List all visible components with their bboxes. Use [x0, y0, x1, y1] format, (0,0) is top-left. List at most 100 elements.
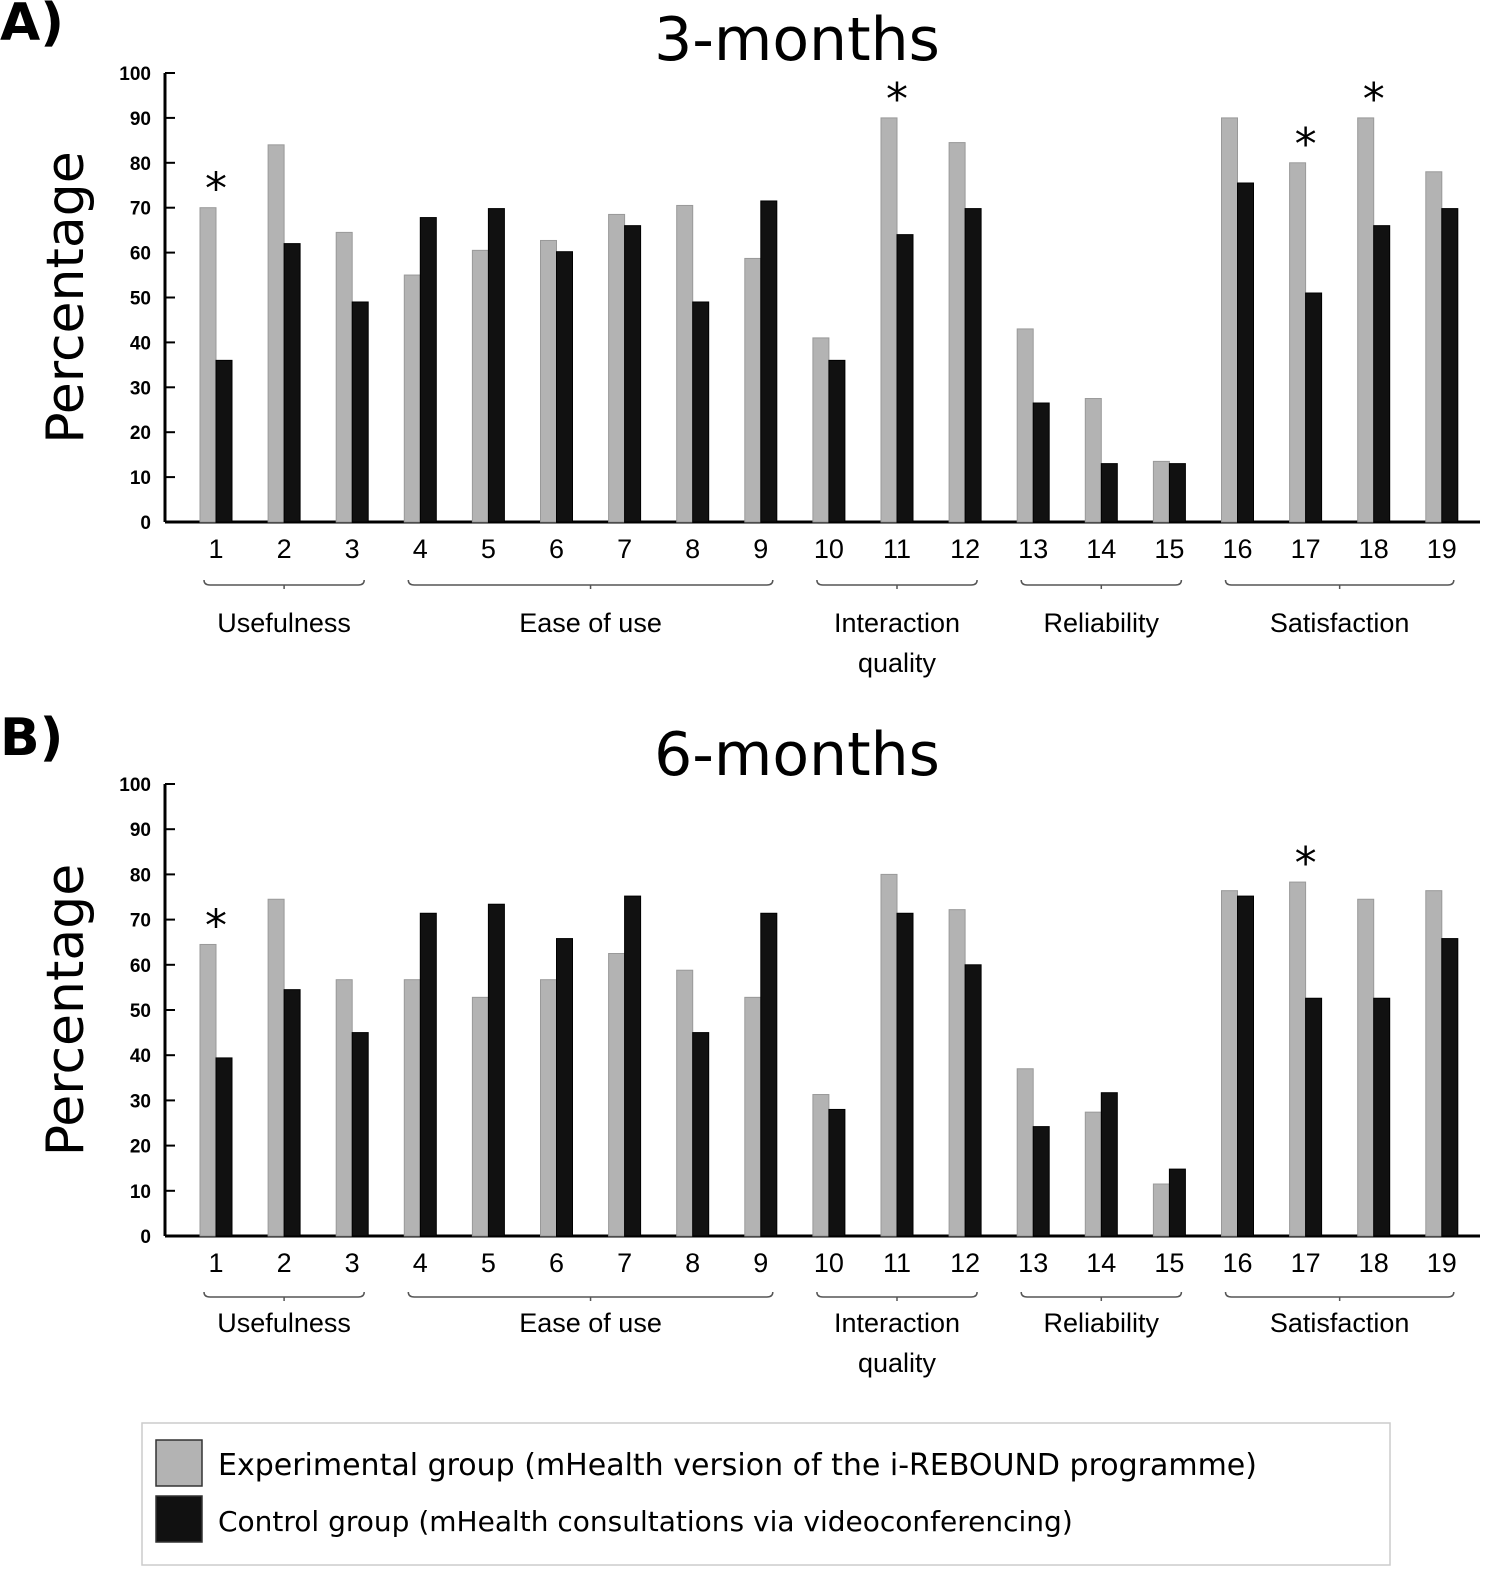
- bar-experimental: [403, 979, 421, 1237]
- bar-experimental: [948, 909, 966, 1237]
- x-tick-label: 1: [208, 1248, 223, 1278]
- bar-experimental: [1425, 890, 1443, 1237]
- bar-control: [760, 912, 778, 1237]
- bar-experimental: [1289, 881, 1307, 1237]
- x-tick-label: 4: [413, 534, 428, 564]
- y-tick-label: 70: [130, 199, 151, 220]
- x-tick-label: 17: [1291, 534, 1321, 564]
- x-tick-label: 13: [1018, 1248, 1048, 1278]
- significance-marker: *: [1363, 74, 1385, 125]
- bar-experimental: [540, 239, 557, 523]
- y-tick-label: 90: [130, 820, 151, 841]
- y-axis-label: Percentage: [36, 864, 96, 1157]
- x-tick-label: 5: [481, 1248, 496, 1278]
- x-tick-label: 15: [1154, 1248, 1184, 1278]
- bar-experimental: [403, 274, 421, 523]
- bar-experimental: [471, 996, 489, 1237]
- legend-box: [141, 1422, 1391, 1566]
- bar-control: [556, 938, 573, 1237]
- group-label: Ease of use: [519, 1308, 662, 1338]
- bar-control: [351, 1032, 369, 1237]
- x-tick-label: 6: [549, 1248, 564, 1278]
- y-axis-label: Percentage: [36, 151, 96, 444]
- y-tick-label: 20: [130, 1137, 151, 1158]
- x-tick-label: 10: [814, 1248, 844, 1278]
- bar-experimental: [1357, 898, 1375, 1237]
- bar-experimental: [1084, 398, 1102, 523]
- bar-control: [692, 301, 710, 523]
- bar-experimental: [880, 117, 898, 523]
- y-tick-label: 80: [130, 865, 151, 886]
- y-tick-label: 50: [130, 1001, 151, 1022]
- bar-control: [1032, 1126, 1050, 1237]
- x-tick-label: 10: [814, 534, 844, 564]
- group-brace: [203, 579, 365, 589]
- group-brace: [407, 579, 774, 589]
- bar-experimental: [880, 873, 898, 1237]
- chart-title: 3-months: [654, 5, 940, 75]
- x-tick-label: 11: [883, 1248, 911, 1278]
- group-brace: [203, 1291, 365, 1301]
- x-tick-label: 12: [950, 534, 980, 564]
- bar-experimental: [1152, 460, 1170, 523]
- bar-control: [828, 359, 846, 523]
- x-tick-label: 3: [345, 1248, 360, 1278]
- x-tick-label: 13: [1018, 534, 1048, 564]
- x-tick-label: 1: [208, 534, 223, 564]
- significance-marker: *: [886, 74, 908, 125]
- legend: Experimental group (mHealth version of t…: [141, 1422, 1391, 1566]
- y-tick-label: 10: [130, 468, 151, 489]
- group-label: Interaction quality: [834, 1308, 960, 1378]
- x-tick-label: 19: [1427, 1248, 1457, 1278]
- y-tick-label: 40: [130, 1046, 151, 1067]
- y-tick-label: 100: [119, 64, 151, 85]
- bar-experimental: [1357, 117, 1375, 523]
- group-brace: [816, 1291, 978, 1301]
- bar-experimental: [676, 969, 694, 1237]
- x-tick-label: 3: [345, 534, 360, 564]
- bar-experimental: [471, 249, 489, 523]
- x-tick-label: 8: [685, 534, 700, 564]
- x-tick-label: 6: [549, 534, 564, 564]
- bar-experimental: [1425, 171, 1443, 523]
- bar-control: [215, 359, 233, 523]
- group-label: Ease of use: [519, 608, 662, 638]
- y-tick-label: 30: [130, 1091, 151, 1112]
- group-label: Interaction quality: [834, 608, 960, 678]
- bar-experimental: [335, 231, 353, 523]
- legend-swatch-control: [155, 1495, 203, 1543]
- x-tick-label: 2: [277, 1248, 292, 1278]
- bar-control: [1032, 402, 1050, 523]
- bar-control: [1237, 182, 1254, 523]
- bar-experimental: [199, 207, 217, 523]
- bar-control: [487, 208, 505, 523]
- x-tick-label: 18: [1359, 534, 1389, 564]
- x-tick-label: 14: [1086, 1248, 1116, 1278]
- x-tick-label: 9: [753, 1248, 768, 1278]
- group-label: Satisfaction: [1270, 608, 1410, 638]
- legend-label: Experimental group (mHealth version of t…: [218, 1448, 1257, 1483]
- y-tick-label: 70: [130, 911, 151, 932]
- bar-experimental: [1016, 328, 1034, 523]
- bar-experimental: [1084, 1111, 1102, 1237]
- bar-control: [964, 964, 982, 1237]
- bar-control: [351, 301, 369, 523]
- x-tick-label: 17: [1291, 1248, 1321, 1278]
- x-tick-label: 12: [950, 1248, 980, 1278]
- bar-experimental: [1289, 162, 1307, 523]
- chart-title: 6-months: [654, 720, 940, 790]
- group-label: Usefulness: [217, 1308, 351, 1338]
- bar-experimental: [1016, 1068, 1034, 1237]
- bar-control: [624, 225, 642, 523]
- y-tick-label: 100: [119, 775, 151, 796]
- bar-control: [964, 208, 982, 523]
- bar-control: [419, 217, 437, 523]
- x-tick-label: 15: [1154, 534, 1184, 564]
- panel-a: A) 3-months Percentage 0 10 20 30 40 50 60 70 80 90 1…: [0, 0, 1480, 678]
- bar-control: [1100, 463, 1118, 523]
- bar-experimental: [199, 943, 217, 1237]
- panel-label: A): [0, 0, 64, 53]
- bar-control: [1441, 208, 1459, 523]
- y-tick-label: 50: [130, 289, 151, 310]
- bar-control: [1168, 463, 1186, 523]
